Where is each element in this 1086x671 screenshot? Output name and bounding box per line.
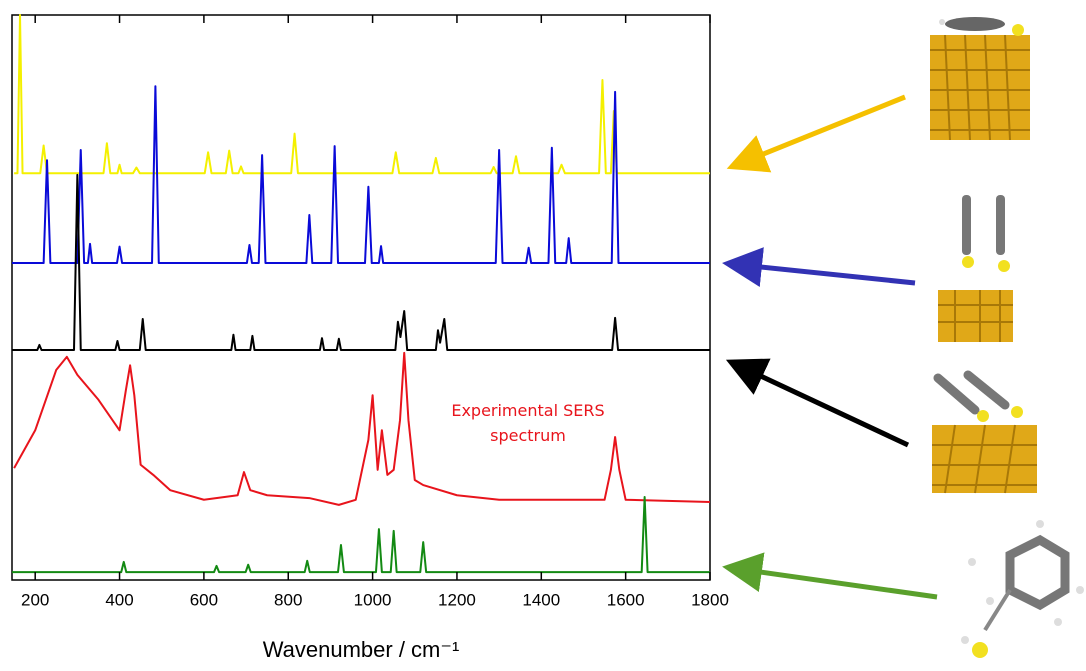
x-tick-label: 1000 [354, 590, 392, 609]
arrow [732, 264, 915, 283]
chart: Wavenumber / cm⁻¹ 200 400 600 800 1000 1200 14… [0, 0, 1086, 671]
molecule-model [938, 195, 1013, 342]
arrow [735, 364, 908, 445]
x-tick-label: 1800 [691, 590, 729, 609]
x-tick-label: 1400 [522, 590, 560, 609]
page: Wavenumber / cm⁻¹ 200 400 600 800 1000 1200 14… [0, 0, 1086, 671]
spectrum-line [14, 15, 710, 173]
spectrum-line [12, 497, 710, 572]
plot-area [12, 15, 710, 572]
arrow [732, 568, 937, 597]
x-tick-label: 400 [105, 590, 133, 609]
x-tick-label: 1600 [607, 590, 645, 609]
x-tick-label: 1200 [438, 590, 476, 609]
x-tick-label: 800 [274, 590, 302, 609]
arrow [736, 97, 905, 165]
x-tick-label: 600 [190, 590, 218, 609]
x-axis-title: Wavenumber / cm⁻¹ [263, 637, 460, 662]
molecule-model [930, 17, 1030, 140]
annotation: Experimental SERS spectrum [448, 398, 608, 448]
x-tick-label: 200 [21, 590, 49, 609]
molecule-model [932, 375, 1037, 493]
spectrum-line [12, 86, 710, 263]
molecule-model [961, 520, 1084, 658]
